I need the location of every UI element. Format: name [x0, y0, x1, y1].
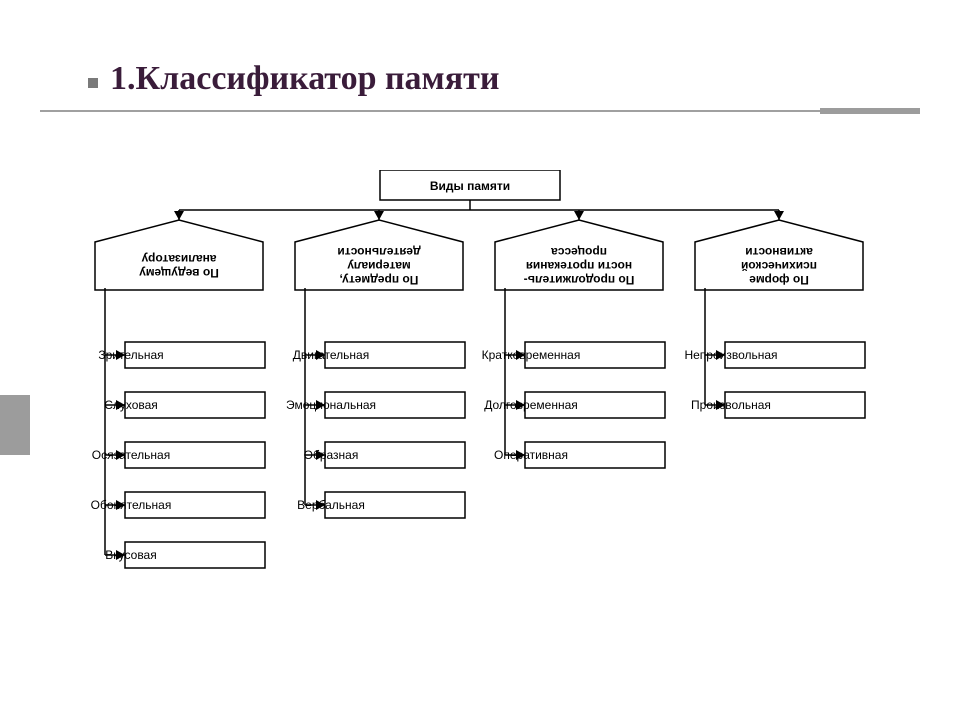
- leaf-label: Произвольная: [691, 398, 771, 412]
- diagram-svg: Виды памяти По ведущемуанализатору Зритель…: [50, 170, 918, 645]
- leaf-label: Долговременная: [484, 398, 578, 412]
- leaf-label: Оперативная: [494, 448, 568, 462]
- title-bullet: [88, 78, 98, 88]
- category-label: психической: [741, 259, 817, 273]
- leaf-label: Непроизвольная: [684, 348, 777, 362]
- leaf-label: Обонятельная: [91, 498, 172, 512]
- leaf-label: Вкусовая: [105, 548, 156, 562]
- category-label: активности: [745, 245, 813, 259]
- category-label: деятельности: [337, 245, 420, 259]
- leaf-label: Двигательная: [293, 348, 369, 362]
- title-rule: [40, 110, 920, 112]
- page-title: 1.Классификатор памяти: [110, 60, 499, 98]
- category-label: По продолжитель-: [524, 273, 635, 287]
- leaf-label: Эмоциональная: [286, 398, 376, 412]
- category-label: материалу: [347, 259, 411, 273]
- leaf-label: Осязательная: [92, 448, 170, 462]
- category-label: По ведущему: [139, 266, 219, 280]
- leaf-label: Вербальная: [297, 498, 365, 512]
- category-label: анализатору: [141, 252, 216, 266]
- category-label: ности протекания: [526, 259, 632, 273]
- memory-diagram: Виды памяти По ведущемуанализатору Зритель…: [50, 170, 918, 645]
- category-label: По предмету,: [340, 273, 419, 287]
- leaf-label: Образная: [304, 448, 359, 462]
- side-accent: [0, 395, 30, 455]
- leaf-label: Слуховая: [104, 398, 158, 412]
- root-label: Виды памяти: [430, 179, 510, 193]
- category-label: По форме: [749, 273, 809, 287]
- leaf-label: Зрительная: [98, 348, 163, 362]
- category-label: процесса: [551, 245, 607, 259]
- leaf-label: Кратковременная: [482, 348, 581, 362]
